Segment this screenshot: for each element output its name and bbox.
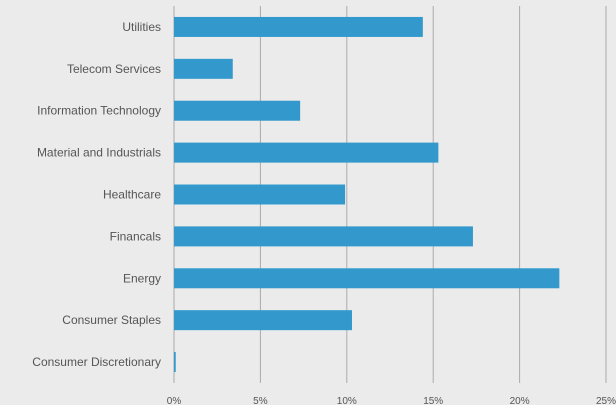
bar-information-technology: [174, 100, 301, 121]
bar-telecom-services: [174, 58, 233, 79]
category-label: Utilities: [122, 20, 161, 34]
bar-financals: [174, 226, 473, 247]
x-tick-label: 25%: [596, 396, 616, 405]
category-label: Information Technology: [37, 104, 161, 118]
x-tick-label: 10%: [337, 396, 357, 405]
bar-utilities: [174, 16, 423, 37]
x-tick-label: 0%: [167, 396, 182, 405]
x-tick-label: 15%: [423, 396, 443, 405]
category-label: Consumer Staples: [62, 313, 161, 327]
x-tick-label: 5%: [253, 396, 268, 405]
category-label: Material and Industrials: [37, 146, 161, 160]
bar-energy: [174, 268, 560, 289]
category-label: Consumer Discretionary: [32, 355, 161, 369]
x-tick-label: 20%: [510, 396, 530, 405]
category-labels: Utilities Telecom Services Information Tec…: [32, 20, 161, 369]
category-label: Telecom Services: [67, 62, 161, 76]
bar-healthcare: [174, 184, 346, 205]
bar-consumer-staples: [174, 310, 352, 331]
category-label: Energy: [123, 271, 161, 285]
category-label: Financals: [110, 229, 161, 243]
bar-consumer-discretionary: [174, 352, 176, 373]
bars: [174, 16, 560, 373]
x-tick-labels: 0% 5% 10% 15% 20% 25%: [167, 396, 616, 405]
category-label: Healthcare: [103, 188, 161, 202]
bar-material-and-industrials: [174, 142, 439, 163]
